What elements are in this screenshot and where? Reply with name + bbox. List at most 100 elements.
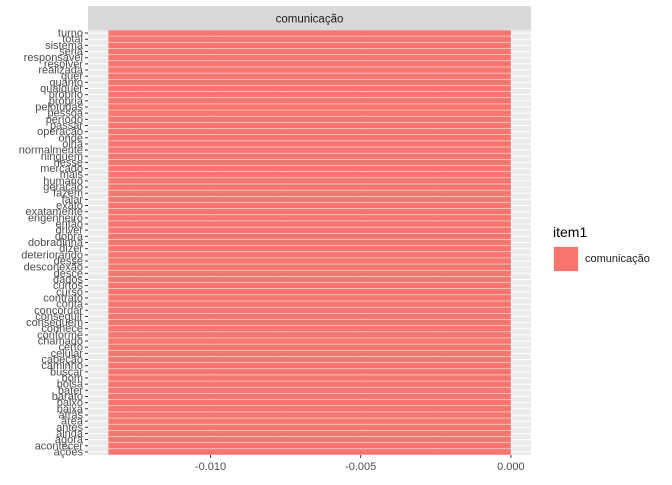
y-tick-label: quer <box>61 71 83 83</box>
bar <box>108 289 511 295</box>
bar <box>108 282 511 289</box>
y-tick-label: conforme <box>37 329 83 341</box>
y-tick-label: passar <box>50 120 83 132</box>
y-tick-label: ainda <box>56 428 84 440</box>
bar <box>108 215 511 221</box>
bar <box>108 171 511 178</box>
y-tick-label: própria <box>49 95 84 107</box>
y-tick-label: caminho <box>41 360 83 372</box>
y-tick-label: fazem <box>53 188 83 200</box>
y-tick-label: contrato <box>43 292 83 304</box>
y-tick-label: total <box>62 34 83 46</box>
bar <box>108 264 511 270</box>
y-tick-label: buscar <box>50 366 83 378</box>
y-tick-label: conta <box>56 299 84 311</box>
x-tick-label: -0.010 <box>195 461 226 473</box>
y-tick-label: pessoa <box>48 108 84 120</box>
bars-layer <box>108 30 511 455</box>
bar <box>108 79 511 86</box>
bar <box>108 61 511 67</box>
y-tick-label: área <box>61 416 84 428</box>
bar <box>108 227 511 233</box>
y-tick-label: chamado <box>38 336 83 348</box>
bar <box>108 116 511 123</box>
y-tick-label: sistema <box>45 40 84 52</box>
y-tick-label: antes <box>56 422 83 434</box>
y-tick-label: curtos <box>53 280 83 292</box>
bar <box>108 233 511 240</box>
y-tick-label: dizer <box>59 243 83 255</box>
bar <box>108 276 511 283</box>
bar <box>108 295 511 301</box>
y-tick-label: exatamente <box>26 206 83 218</box>
bar <box>108 196 511 203</box>
bar <box>108 356 511 363</box>
bar <box>108 258 511 264</box>
y-tick-label: desse <box>54 255 83 267</box>
y-tick-label: responsável <box>24 52 83 64</box>
bar <box>108 42 511 49</box>
y-tick-label: onde <box>59 132 83 144</box>
bar <box>108 332 511 338</box>
bar <box>108 165 511 172</box>
y-tick-label: engenheiro <box>28 212 83 224</box>
bar <box>108 98 511 104</box>
bar <box>108 387 511 394</box>
bar <box>108 344 511 350</box>
bar <box>108 122 511 129</box>
bar <box>108 307 511 314</box>
facet-title: comunicação <box>276 14 344 26</box>
bar <box>108 30 511 36</box>
bar <box>108 430 511 437</box>
y-tick-label: olha <box>62 138 84 150</box>
y-tick-label: quanto <box>49 77 83 89</box>
bar <box>108 128 511 135</box>
y-tick-label: ninguém <box>41 151 83 163</box>
y-tick-label: então <box>55 219 83 231</box>
bar <box>108 110 511 116</box>
bar <box>108 369 511 375</box>
y-tick-label: dobradinha <box>28 237 84 249</box>
y-tick-label: normalmente <box>19 145 83 157</box>
bar <box>108 252 511 258</box>
legend: item1 comunicação <box>553 224 650 272</box>
bar <box>108 350 511 357</box>
legend-title: item1 <box>553 224 588 240</box>
y-tick-label: bolsa <box>57 379 84 391</box>
y-tick-label: operação <box>37 126 83 138</box>
bar <box>108 208 511 215</box>
y-tick-label: atrás <box>59 409 84 421</box>
y-tick-label: resolver <box>44 58 83 70</box>
y-tick-label: período <box>46 114 83 126</box>
y-tick-label: agora <box>55 434 84 446</box>
bar <box>108 184 511 190</box>
bar <box>108 442 511 449</box>
y-tick-label: turno <box>58 28 83 40</box>
y-tick-label: baixo <box>57 397 83 409</box>
bar <box>108 375 511 381</box>
bar <box>108 190 511 196</box>
y-tick-label: desconexão <box>24 262 83 274</box>
y-tick-label: geração <box>43 182 83 194</box>
bar <box>108 159 511 166</box>
bar <box>108 48 511 55</box>
facet-strip <box>88 6 531 30</box>
y-tick-label: concordar <box>34 305 83 317</box>
x-tick-label: 0.000 <box>497 461 525 473</box>
bar <box>108 325 511 332</box>
bar <box>108 67 511 73</box>
bar <box>108 135 511 141</box>
y-tick-label: pelotudas <box>35 101 83 113</box>
bar <box>108 202 511 209</box>
y-tick-label: ações <box>54 446 84 458</box>
bar <box>108 399 511 406</box>
bar <box>108 141 511 147</box>
y-tick-label: celular <box>51 348 84 360</box>
bar <box>108 270 511 277</box>
bar <box>108 239 511 246</box>
y-tick-label: mercado <box>40 163 83 175</box>
legend-entry: comunicação <box>553 246 650 272</box>
bar <box>108 36 511 43</box>
bar <box>108 313 511 320</box>
y-tick-label: deteriorando <box>21 249 83 261</box>
